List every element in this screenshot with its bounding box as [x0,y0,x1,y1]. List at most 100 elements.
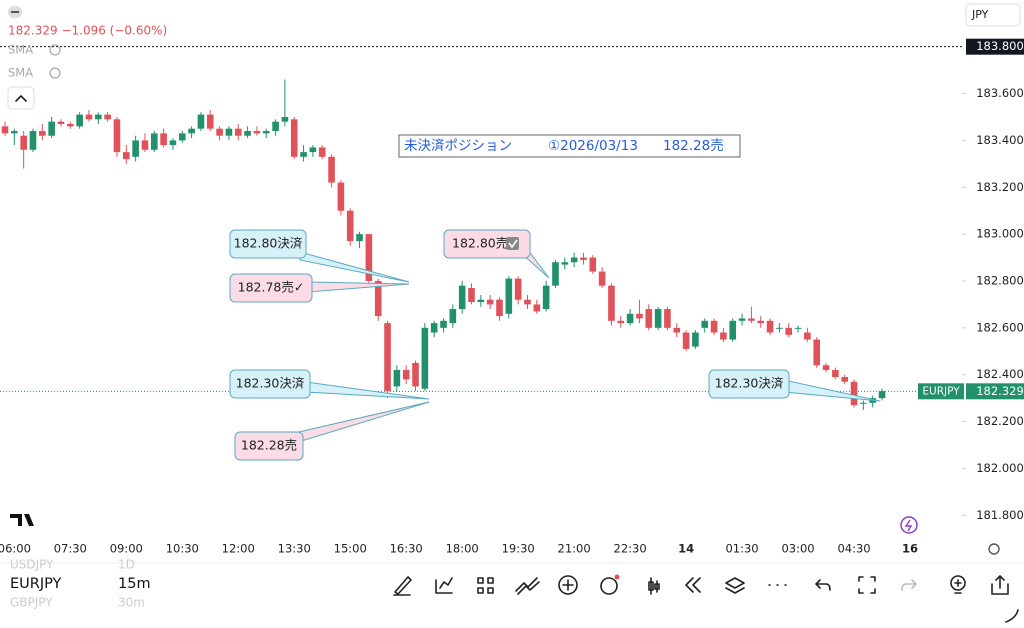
interval[interactable]: 15m [118,576,151,592]
symbol[interactable]: GBPJPY [10,596,53,610]
candle-body [290,119,298,157]
callout-pointer [299,251,410,283]
candle-body [300,152,307,157]
candle-body [244,131,251,136]
interval[interactable]: 1D [118,558,135,572]
candle-body [514,278,522,300]
candle-body [617,320,625,324]
alert-tool[interactable] [600,577,618,595]
candle-body [11,131,18,134]
hidden-icon[interactable] [49,44,61,56]
logo [10,514,34,526]
symbol-tag [918,383,964,400]
checkbox-icon [506,237,519,250]
settings-button[interactable] [988,543,1000,555]
candle-tool[interactable] [648,577,660,595]
candle-body [636,313,643,319]
undo[interactable] [815,579,831,591]
callout-pointer [307,281,410,293]
indicator[interactable]: SMA [8,43,33,57]
hidden-icon[interactable] [49,67,61,79]
candle-body [766,320,774,333]
callout-text: 182.28売 [241,438,297,453]
callout-pointer [289,401,430,443]
fullscreen[interactable] [858,576,876,594]
candle-body [132,140,139,157]
candle-body [48,121,55,136]
share-tool[interactable] [991,575,1009,595]
replay-tool[interactable] [685,577,701,593]
corner-mark [1005,609,1019,623]
x-tick-label: 16 [902,542,918,556]
indicator[interactable]: SMA [8,66,33,80]
candle-body [365,234,373,281]
candle-body [337,182,345,211]
indicators-tool[interactable] [435,577,453,594]
position-text: ①2026/03/13 [548,138,638,154]
callout-text: 182.78売✓ [238,280,305,295]
candle-body [682,332,690,349]
symbol[interactable]: EURJPY [10,576,62,592]
callout-pointer [305,381,430,400]
x-tick-label: 15:00 [334,542,367,556]
currency-select[interactable] [965,3,1021,27]
candle-body [272,121,279,132]
candle-body [197,114,205,129]
layout-tool[interactable] [477,577,494,594]
x-tick-label: 12:00 [222,542,255,556]
expand-button[interactable] [7,86,35,110]
x-tick-label: 09:00 [110,542,143,556]
top-price-tag [966,38,1024,55]
candle-body [757,320,765,324]
candle-body [458,285,466,310]
candle-body [729,320,737,340]
position-text: 182.28売 [663,138,724,154]
candle-body [832,370,839,378]
candle-body [486,299,494,305]
alert-dot [614,574,620,580]
interval[interactable]: 30m [118,596,145,610]
candle-body [113,119,121,153]
candle-body [346,210,354,242]
layers-tool[interactable] [725,577,745,594]
candle-body [57,121,65,124]
candle-body [850,381,858,406]
candle-body [720,332,727,340]
candle-body [496,299,503,317]
candle-body [206,114,214,129]
x-tick-label: 10:30 [166,542,199,556]
candle-body [598,271,606,286]
y-tick-label: 182.800 [976,273,1024,287]
idea-tool[interactable] [950,575,966,591]
candle-body [20,135,27,150]
add-tool[interactable] [558,575,578,595]
callouts: 182.80決済 182.78売✓ 182.30決済 182.28売 182.8… [229,229,881,461]
toolbar-icons [393,574,1009,596]
redo[interactable] [901,579,917,591]
candle-body [309,147,317,153]
candle-body [104,114,111,120]
callout [229,369,311,399]
candle-body [505,278,513,314]
y-tick-label: 183.600 [976,86,1024,100]
position-box [398,134,741,158]
callout-text: 182.80決済 [234,236,303,251]
lightning-button[interactable] [900,516,918,534]
x-tick-label: 16:30 [390,542,423,556]
candle-body [608,285,615,321]
candle-body [76,114,83,127]
candle-body [589,257,597,272]
candle-body [654,309,662,328]
candle-body [188,128,195,134]
candle-body [626,313,634,324]
idea-plus [954,579,962,594]
candle-body [552,262,559,286]
symbol[interactable]: USDJPY [10,558,54,572]
trend-tool[interactable] [515,577,540,595]
candle-body [692,332,699,347]
candle-body [262,131,270,134]
draw-tool[interactable] [393,576,412,596]
lightning-icon [904,519,913,532]
chevron-icon [15,95,27,102]
candle-body [234,128,242,136]
